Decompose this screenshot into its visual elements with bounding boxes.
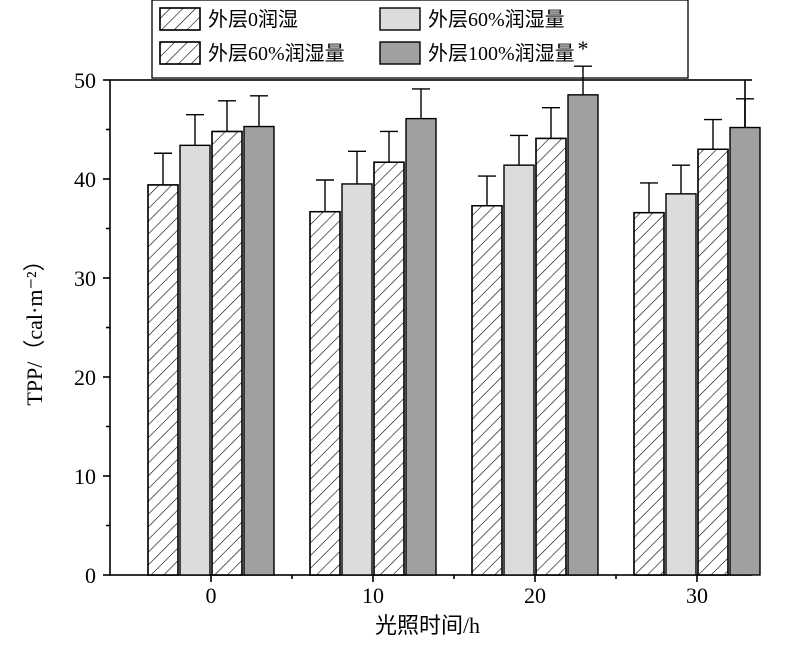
bar (730, 128, 760, 575)
bar-chart: 01020304050TPP/（cal·m⁻²）0102030光照时间/h*外层… (0, 0, 800, 670)
legend-label: 外层60%润湿量 (428, 8, 565, 31)
legend-label: 外层60%润湿量 (208, 42, 345, 65)
significance-marker: * (578, 36, 589, 61)
legend-label: 外层100%润湿量 (428, 42, 575, 65)
bar (568, 95, 598, 575)
svg-text:30: 30 (74, 266, 96, 291)
svg-text:20: 20 (524, 583, 546, 608)
svg-text:0: 0 (206, 583, 217, 608)
bar (180, 145, 210, 575)
svg-text:0: 0 (85, 563, 96, 588)
svg-text:20: 20 (74, 365, 96, 390)
bar (504, 165, 534, 575)
svg-text:10: 10 (362, 583, 384, 608)
svg-text:40: 40 (74, 167, 96, 192)
bar (666, 194, 696, 575)
svg-text:30: 30 (686, 583, 708, 608)
bar (406, 119, 436, 575)
svg-text:50: 50 (74, 68, 96, 93)
svg-text:光照时间/h: 光照时间/h (375, 613, 480, 638)
svg-text:TPP/（cal·m⁻²）: TPP/（cal·m⁻²） (22, 249, 47, 405)
bar (342, 184, 372, 575)
bar (244, 127, 274, 575)
svg-text:10: 10 (74, 464, 96, 489)
legend-label: 外层0润湿 (208, 8, 298, 31)
